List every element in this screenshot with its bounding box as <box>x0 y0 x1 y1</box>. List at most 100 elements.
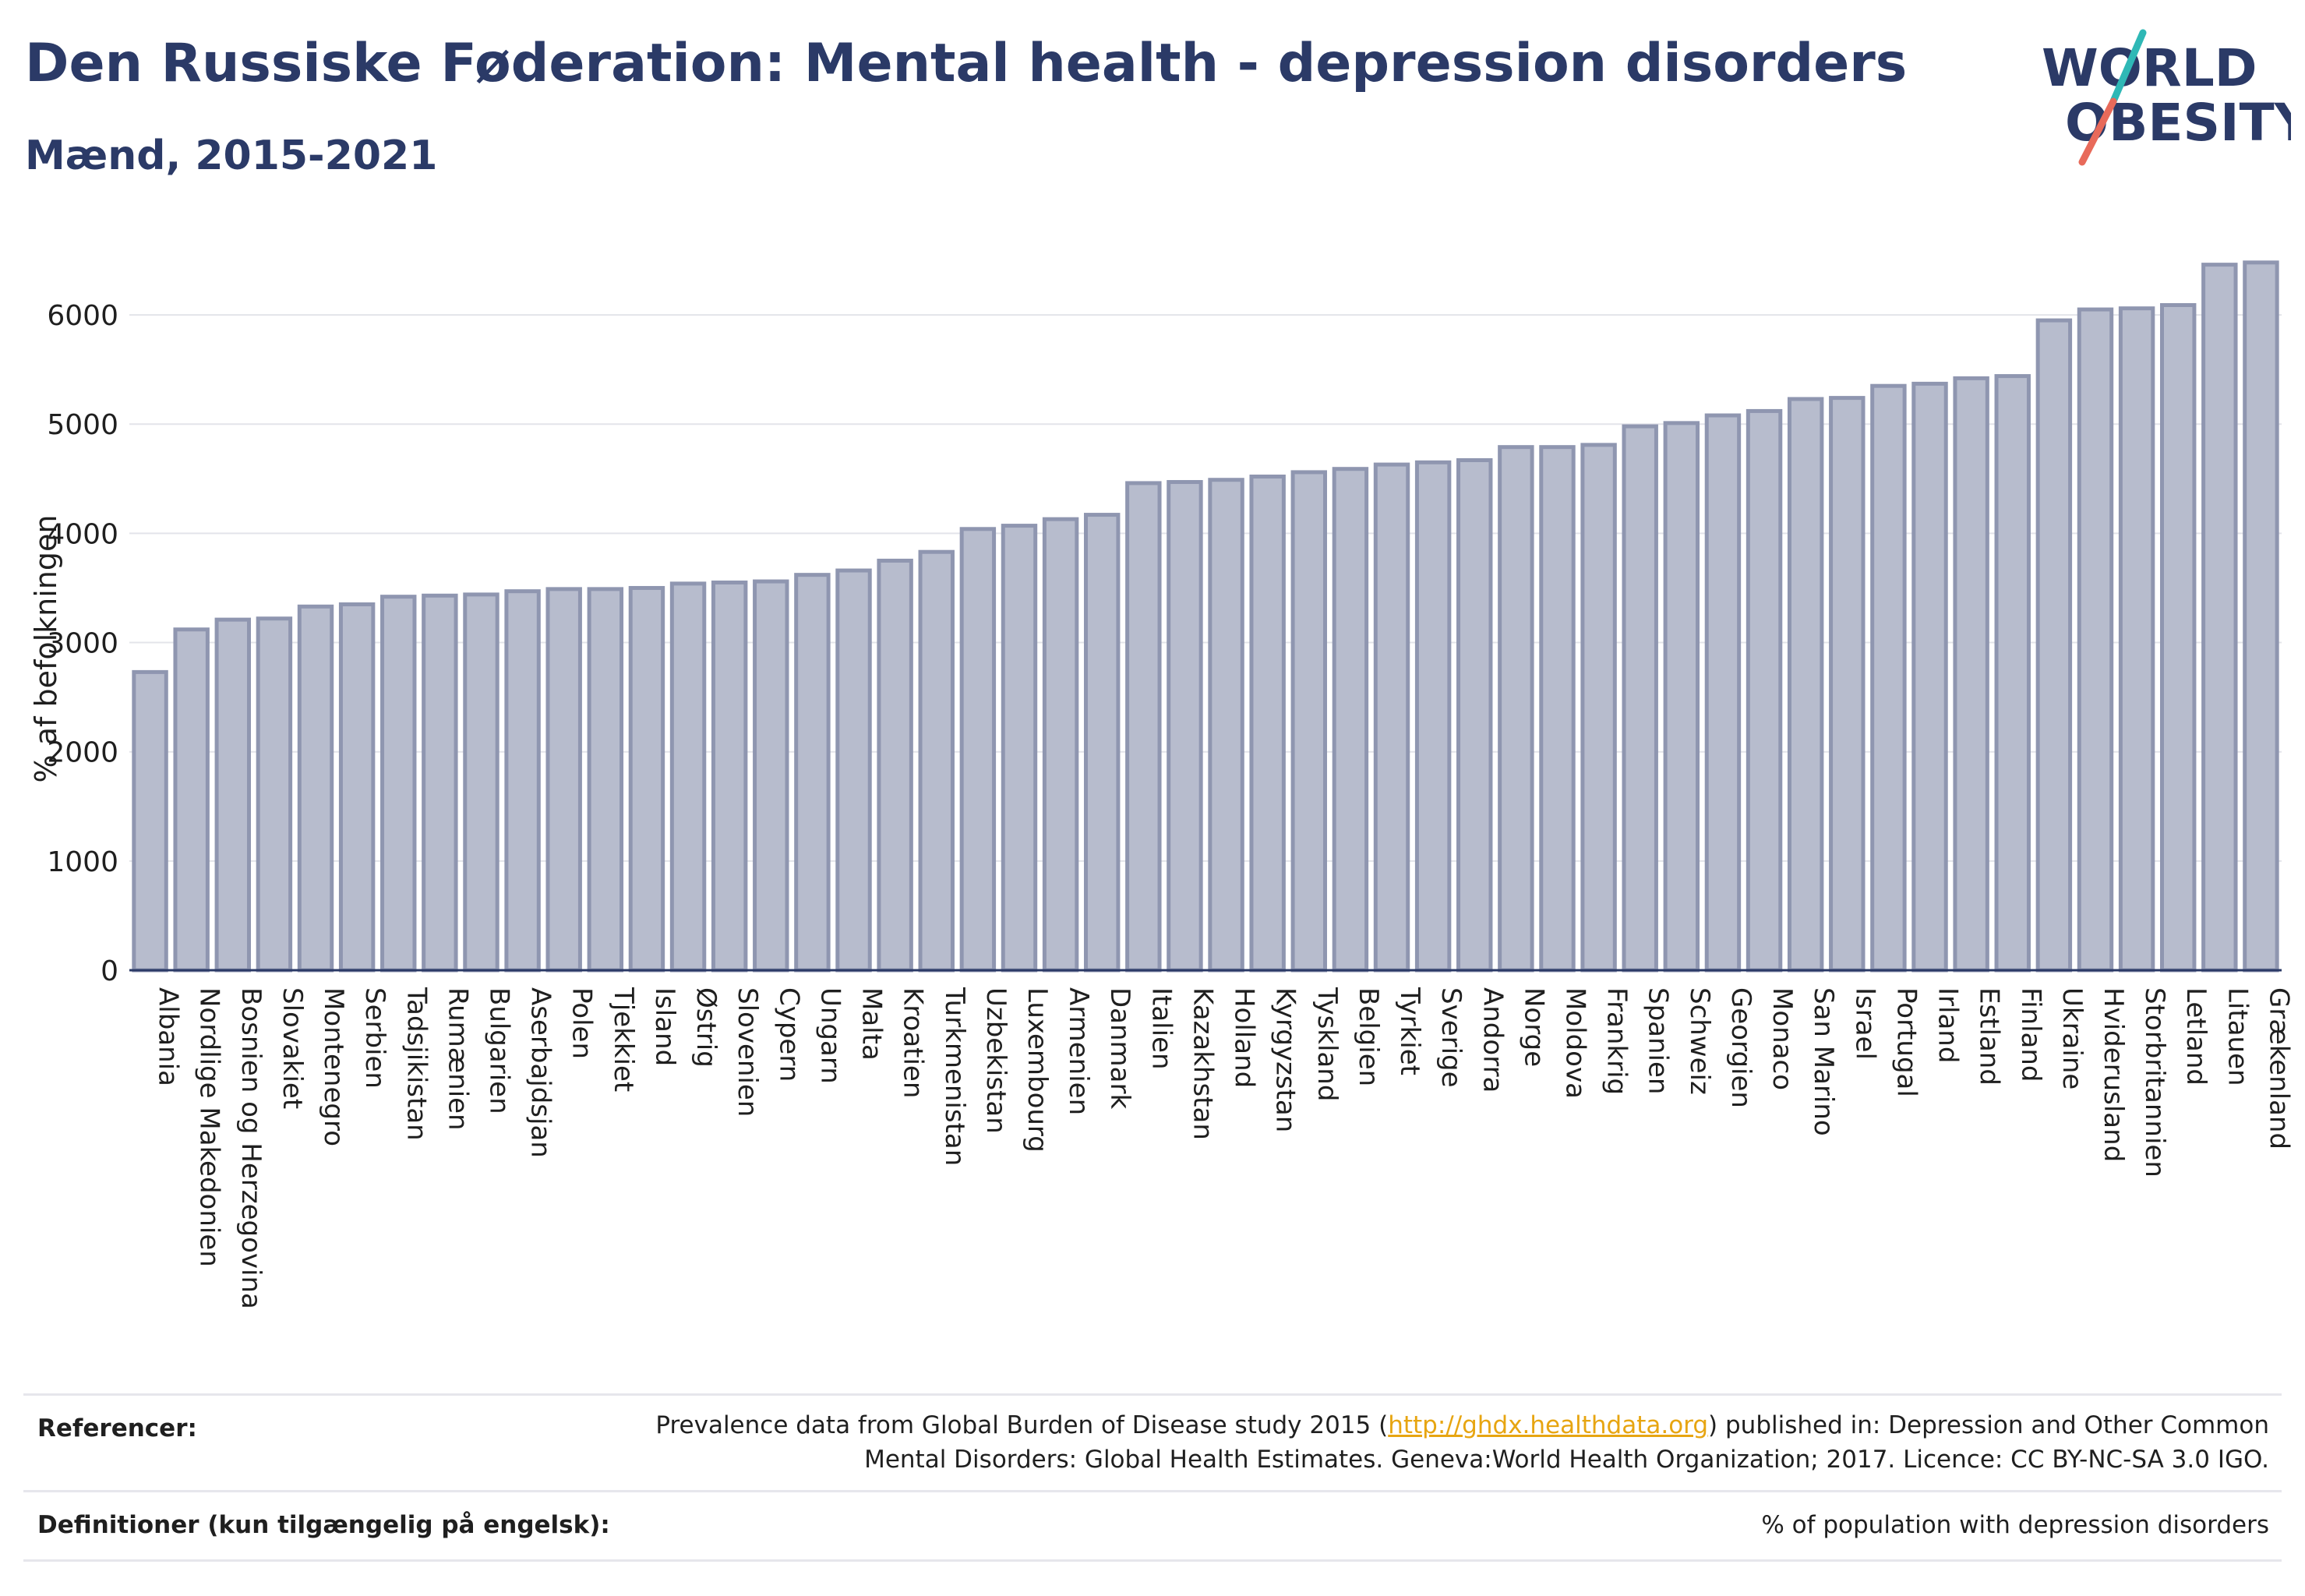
y-axis-label: % af befolkningen <box>29 515 63 783</box>
y-tick-label: 2000 <box>47 737 118 769</box>
x-tick-label: Holland <box>1229 987 1260 1088</box>
bar <box>959 527 997 973</box>
bar <box>669 581 707 973</box>
x-tick-label: Kroatien <box>898 987 929 1098</box>
x-tick-label: Hviderusland <box>2098 987 2129 1162</box>
y-tick-label: 6000 <box>47 300 118 332</box>
world-obesity-logo: WORLD OBESITY <box>2042 29 2291 166</box>
bar <box>256 616 293 973</box>
x-tick-label: Bulgarien <box>483 987 514 1114</box>
x-tick-label: Norge <box>1518 987 1549 1067</box>
bar <box>1994 374 2031 973</box>
x-tick-label: Sverige <box>1435 987 1467 1088</box>
bar <box>2159 302 2197 973</box>
x-tick-label: Serbien <box>359 987 390 1089</box>
bar <box>1953 376 1989 973</box>
x-tick-label: Letland <box>2180 987 2211 1086</box>
references-text: Prevalence data from Global Burden of Di… <box>655 1408 2269 1477</box>
bar <box>173 627 210 973</box>
bar <box>2077 307 2114 973</box>
bar <box>1083 513 1121 973</box>
bar <box>628 585 665 973</box>
x-tick-label: Danmark <box>1104 987 1135 1109</box>
definitions-row: Definitioner (kun tilgængelig på engelsk… <box>23 1490 2282 1562</box>
x-tick-labels: Albania Nordlige Makedonien Bosnien og Her… <box>153 987 2295 1309</box>
bar <box>753 579 789 973</box>
bar <box>297 604 334 973</box>
bar <box>1332 467 1369 973</box>
y-tick-label: 1000 <box>47 846 118 878</box>
bar-chart: 0 1000 2000 3000 4000 5000 6000 Albania Nordlig… <box>29 260 2295 1309</box>
references-label: Referencer: <box>37 1414 197 1442</box>
x-tick-label: Bosnien og Herzegovina <box>235 987 267 1309</box>
chart-title: Den Russiske Føderation: Mental health -… <box>25 33 1908 94</box>
y-tick-label: 4000 <box>47 518 118 550</box>
bar <box>1498 445 1534 973</box>
bar <box>794 573 831 973</box>
bar <box>504 589 541 973</box>
bar <box>1249 475 1286 973</box>
bar <box>1042 517 1079 973</box>
bar <box>463 592 499 973</box>
bar <box>1663 421 1700 973</box>
references-text-after: ) published in: Depression and Other Com… <box>1708 1411 2269 1439</box>
x-tick-label: Georgien <box>1725 987 1756 1108</box>
x-tick-label: Irland <box>1933 987 1964 1063</box>
definitions-label: Definitioner (kun tilgængelig på engelsk… <box>37 1511 610 1539</box>
x-tick-label: Grækenland <box>2263 987 2294 1149</box>
bar <box>2243 260 2279 973</box>
x-tick-label: Ungarn <box>814 987 845 1084</box>
y-tick-label: 5000 <box>47 409 118 441</box>
x-tick-label: Nordlige Makedonien <box>194 987 225 1267</box>
references-link[interactable]: http://ghdx.healthdata.org <box>1388 1411 1709 1439</box>
y-tick-label: 3000 <box>47 628 118 660</box>
x-tick-label: Malta <box>856 987 888 1061</box>
bar <box>2035 318 2073 973</box>
bar <box>1456 457 1493 973</box>
x-tick-label: Moldova <box>1559 987 1590 1099</box>
x-tick-label: Rumænien <box>442 987 473 1131</box>
x-tick-label: Tyrkiet <box>1394 987 1425 1075</box>
bar <box>380 595 417 973</box>
x-tick-label: Cypern <box>773 987 804 1082</box>
bar <box>1001 524 1038 973</box>
x-tick-label: Polen <box>567 987 598 1059</box>
bar <box>545 587 582 973</box>
x-tick-label: Belgien <box>1353 987 1384 1086</box>
x-tick-label: Schweiz <box>1684 987 1715 1095</box>
bar <box>587 587 624 973</box>
bar <box>2118 306 2155 973</box>
bar <box>1746 408 1783 973</box>
footer: Referencer: Prevalence data from Global … <box>23 1393 2282 1573</box>
bar <box>1125 481 1162 973</box>
x-tick-label: Armenien <box>1063 987 1094 1115</box>
bar <box>1167 480 1203 973</box>
bar <box>918 549 955 973</box>
references-row: Referencer: Prevalence data from Global … <box>23 1393 2282 1489</box>
bars <box>132 260 2279 973</box>
logo-slash-teal <box>2109 29 2147 105</box>
bar <box>1622 424 1658 973</box>
bar <box>877 558 913 973</box>
definitions-text: % of population with depression disorder… <box>1761 1511 2269 1539</box>
bar <box>422 593 458 973</box>
x-tick-label: Slovakiet <box>277 987 308 1109</box>
bar <box>1290 470 1328 973</box>
x-tick-label: Andorra <box>1477 987 1508 1093</box>
bar <box>711 580 748 973</box>
bar <box>214 617 252 973</box>
x-tick-label: Portugal <box>1890 987 1922 1097</box>
references-text-line2: Mental Disorders: Global Health Estimate… <box>864 1446 2269 1474</box>
bar <box>1911 381 1948 973</box>
x-tick-label: Storbritannien <box>2139 987 2170 1178</box>
x-tick-label: Spanien <box>1643 987 1674 1094</box>
bar <box>1414 460 1452 973</box>
bar <box>1373 462 1410 973</box>
bar <box>2201 263 2238 973</box>
x-tick-label: Tadsjikistan <box>401 987 432 1141</box>
x-tick-label: Italien <box>1145 987 1177 1070</box>
x-tick-label: Monaco <box>1767 987 1798 1090</box>
x-tick-label: Litauen <box>2222 987 2253 1086</box>
bar <box>1208 478 1244 973</box>
bar <box>338 602 376 973</box>
